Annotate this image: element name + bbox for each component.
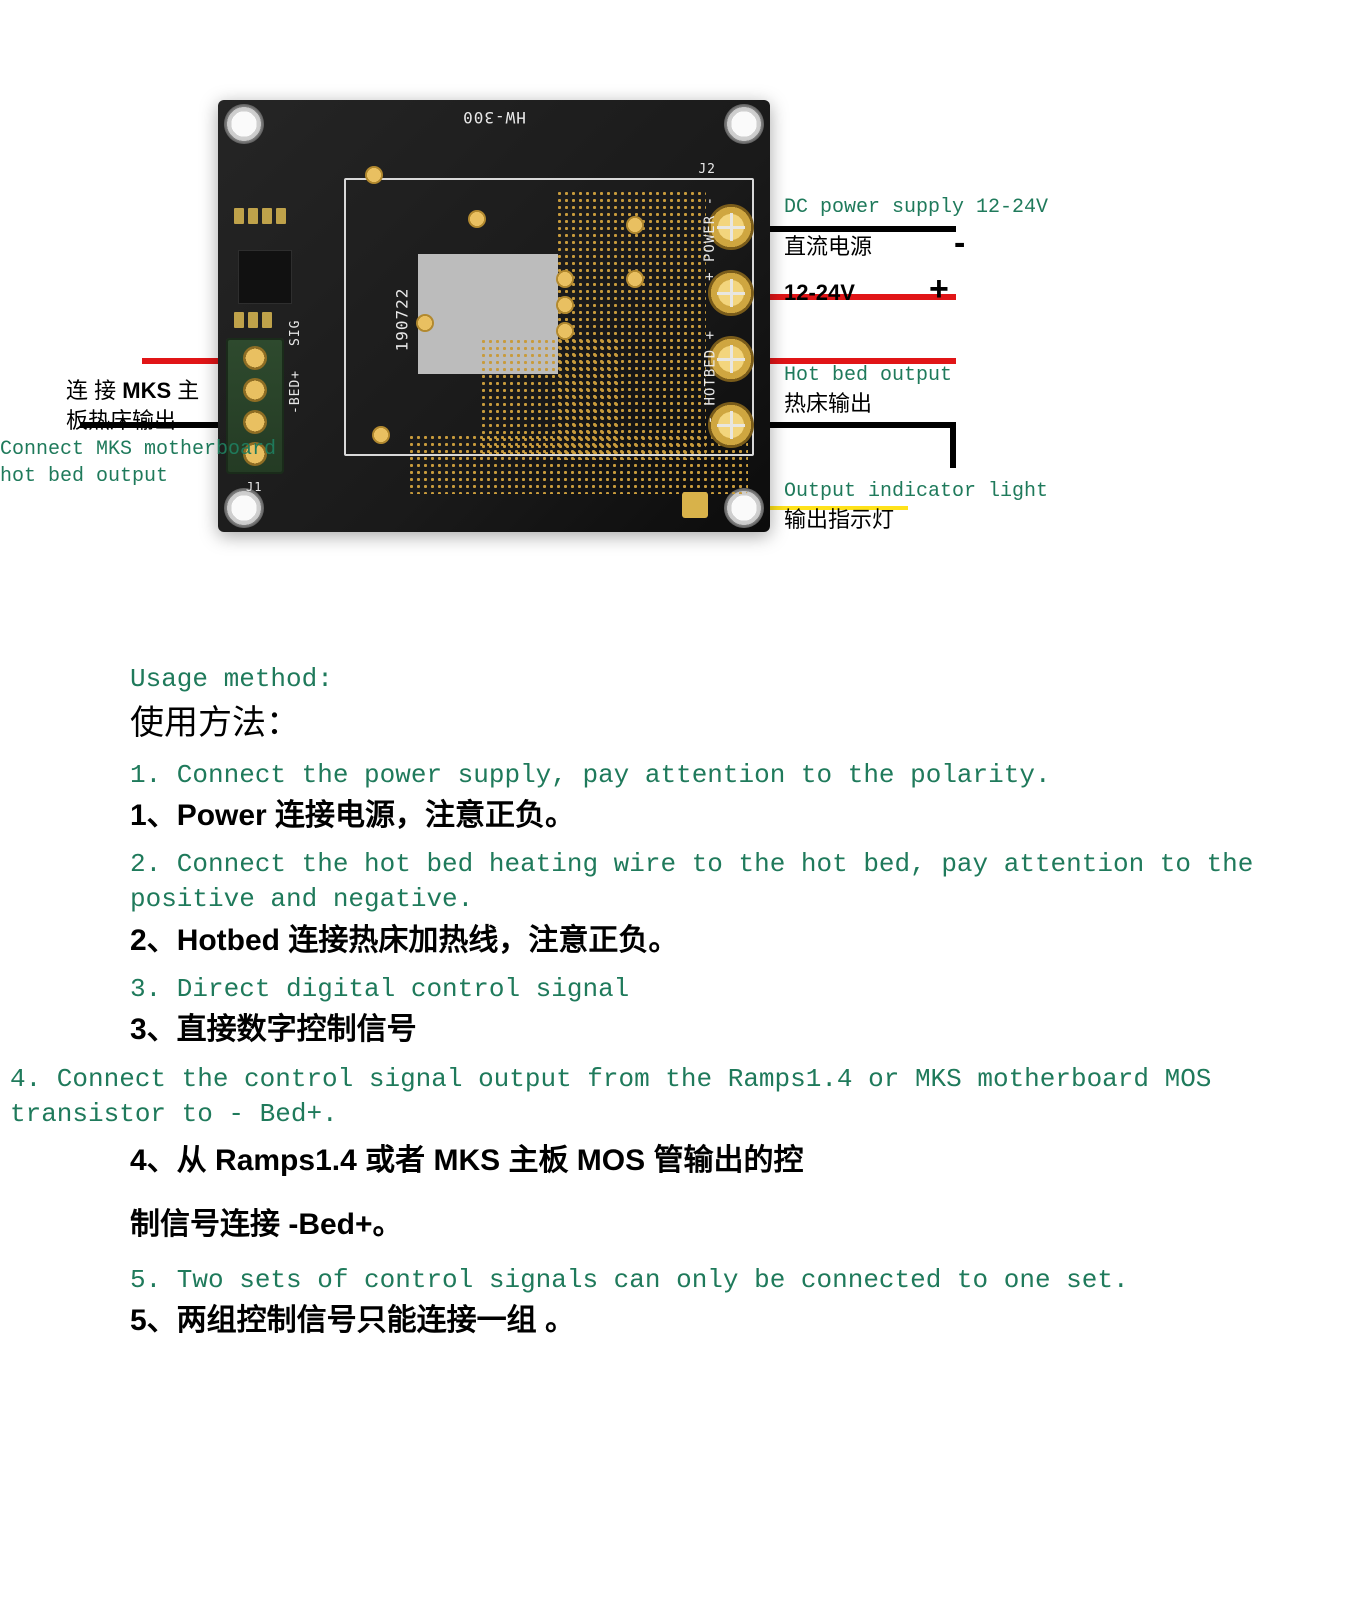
text: 主 [177, 378, 199, 403]
text: 连接热床加热线，注意正负。 [280, 924, 678, 957]
smd [262, 208, 272, 224]
callout-left: 连 接 MKS 主 板热床输出 [66, 376, 199, 435]
mount-hole [724, 488, 764, 528]
via [372, 426, 390, 444]
pcb-diagram: HW-300 190722 J2 + POWER - - HOT [0, 0, 1368, 560]
text: Connect MKS motherboard [0, 436, 276, 463]
text: Hot bed output [784, 362, 952, 389]
smd [276, 208, 286, 224]
via [556, 296, 574, 314]
step1-en: 1. Connect the power supply, pay attenti… [130, 758, 1358, 793]
text-bold: Power [177, 799, 267, 832]
smd [234, 312, 244, 328]
text-bold: MOS [577, 1144, 645, 1177]
callout-hotbed: Hot bed output 热床输出 [784, 362, 952, 419]
text: 。 [373, 1208, 403, 1241]
text-bold: 1、 [130, 799, 177, 832]
text: 输出指示灯 [784, 505, 1048, 535]
text: Output indicator light [784, 478, 1048, 505]
text-bold: Ramps1.4 [215, 1144, 357, 1177]
mount-hole [224, 104, 264, 144]
wire-hotbed-neg [756, 422, 956, 428]
via [416, 314, 434, 332]
usage-section: Usage method: 使用方法： 1. Connect the power… [0, 560, 1368, 1392]
step2-en: 2. Connect the hot bed heating wire to t… [130, 847, 1358, 917]
usage-header-cn: 使用方法： [130, 697, 1358, 750]
text: 主板 [500, 1144, 577, 1177]
callout-led: Output indicator light 输出指示灯 [784, 478, 1048, 535]
callout-left-cn-1: 连 接 MKS 主 [66, 376, 199, 406]
silk-power-label: + POWER - [702, 196, 718, 281]
usage-header-en: Usage method: [130, 662, 1358, 697]
step4-en: 4. Connect the control signal output fro… [10, 1062, 1358, 1132]
via [468, 210, 486, 228]
wire-hotbed-neg-dn [950, 422, 956, 468]
silk-j2: J2 [698, 162, 716, 177]
step4-cn-line2: 制信号连接 -Bed+。 [130, 1202, 1358, 1249]
copper-hatch [408, 434, 748, 494]
text: 制信号连接 [130, 1208, 288, 1241]
step2-cn: 2、Hotbed 连接热床加热线，注意正负。 [130, 918, 1358, 965]
callout-left-en: Connect MKS motherboard hot bed output [0, 436, 276, 490]
ic-chip [238, 250, 292, 304]
step5-en: 5. Two sets of control signals can only … [130, 1263, 1358, 1298]
step3-cn: 3、直接数字控制信号 [130, 1007, 1358, 1054]
step3-en: 3. Direct digital control signal [130, 972, 1358, 1007]
minus-symbol: - [954, 224, 965, 262]
mount-hole [224, 488, 264, 528]
via [556, 322, 574, 340]
step1-cn: 1、Power 连接电源，注意正负。 [130, 793, 1358, 840]
step5-cn: 5、两组控制信号只能连接一组 。 [130, 1298, 1358, 1345]
smd [234, 208, 244, 224]
via [556, 270, 574, 288]
silk-sig: SIG [288, 320, 303, 346]
mount-hole [724, 104, 764, 144]
silkscreen-model: HW-300 [462, 108, 526, 127]
text-bold: MKS [433, 1144, 500, 1177]
step4-cn-line1: 4、从 Ramps1.4 或者 MKS 主板 MOS 管输出的控 [130, 1138, 1358, 1185]
text-bold: -Bed+ [288, 1208, 372, 1241]
text: 连接电源，注意正负。 [267, 799, 575, 832]
text-bold: Hotbed [177, 924, 280, 957]
silk-bed: -BED+ [288, 370, 303, 414]
via [626, 270, 644, 288]
plus-symbol: + [929, 270, 949, 308]
pcb-board: HW-300 190722 J2 + POWER - - HOT [218, 100, 770, 532]
text-bold: MKS [122, 378, 171, 403]
text-bold: 2、 [130, 924, 177, 957]
smd [248, 208, 258, 224]
tb-screw [243, 378, 267, 402]
callout-left-cn-2: 板热床输出 [66, 406, 199, 436]
callout-dc: DC power supply 12-24V 直流电源 - 12-24V + [784, 194, 1048, 313]
tb-screw [243, 346, 267, 370]
text: DC power supply 12-24V [784, 194, 1048, 221]
via [626, 216, 644, 234]
via [365, 166, 383, 184]
text: 连 接 [66, 378, 116, 403]
text: 4、从 [130, 1144, 215, 1177]
smd [262, 312, 272, 328]
silk-hotbed-label: - HOTBED + [702, 330, 718, 424]
text: 管输出的控 [645, 1144, 803, 1177]
text: 或者 [357, 1144, 434, 1177]
text: hot bed output [0, 463, 276, 490]
led-pad [682, 492, 708, 518]
text-bold: 12-24V [784, 280, 855, 305]
text: 直流电源 [784, 234, 872, 259]
smd [248, 312, 258, 328]
text: 热床输出 [784, 389, 952, 419]
tb-screw [243, 410, 267, 434]
